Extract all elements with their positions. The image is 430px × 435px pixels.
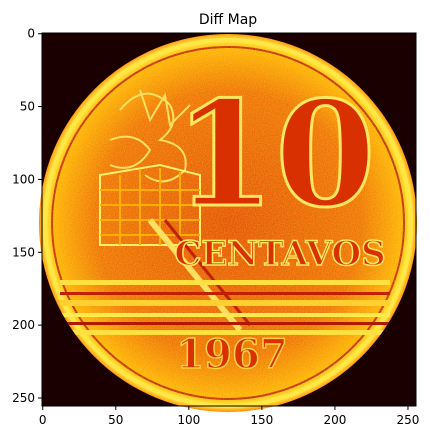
x-tick-label: 50	[108, 413, 123, 427]
coin-unit: CENTAVOS	[174, 234, 385, 274]
axes-frame	[41, 32, 417, 407]
x-tick-label: 100	[177, 413, 200, 427]
x-axis: 0 50 100 150 200 250	[39, 406, 420, 427]
y-tick-label: 0	[27, 27, 35, 41]
y-axis: 0 50 100 150 200 250	[12, 27, 42, 405]
image-area: 10 CENTAVOS 1967	[39, 32, 417, 412]
x-tick-label: 150	[250, 413, 273, 427]
y-tick-label: 50	[20, 100, 35, 114]
x-tick-label: 250	[397, 413, 420, 427]
y-tick-label: 250	[12, 391, 35, 405]
coin-year: 1967	[176, 331, 287, 378]
y-tick-label: 100	[12, 172, 35, 186]
y-tick-label: 200	[12, 318, 35, 332]
x-tick-label: 0	[39, 413, 47, 427]
x-tick-label: 200	[323, 413, 346, 427]
plot-title: Diff Map	[199, 12, 257, 28]
coin-bands	[60, 280, 390, 335]
y-tick-label: 150	[12, 245, 35, 259]
coin-relief-motif	[99, 89, 252, 332]
coin-denomination: 10	[174, 70, 376, 240]
